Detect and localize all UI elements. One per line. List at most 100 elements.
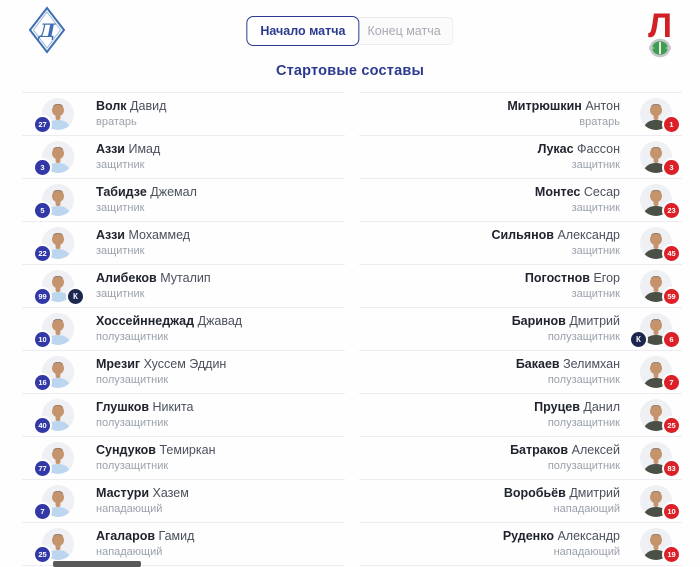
player-position: нападающий [96,503,163,515]
jersey-number-badge: 5 [35,203,50,218]
player-row[interactable]: 23 Монтес Сесар защитник [359,179,682,222]
jersey-number-badge: 83 [664,461,679,476]
player-avatar: 19 [640,528,679,562]
player-row[interactable]: 25 Пруцев Данил полузащитник [359,394,682,437]
player-position: защитник [571,159,620,171]
player-row[interactable]: 1 Митрюшкин Антон вратарь [359,93,682,136]
player-row[interactable]: 59 Погостнов Егор защитник [359,265,682,308]
captain-badge: К [68,289,83,304]
jersey-number-badge: 1 [664,117,679,132]
lineups: 27 Волк Давид вратарь 3 Аззи Имад защитн… [22,92,682,566]
jersey-number-badge: 23 [664,203,679,218]
player-row[interactable]: 45 Сильянов Александр защитник [359,222,682,265]
player-row[interactable]: 25 Агаларов Гамид нападающий [22,523,345,566]
dynamo-logo: Д [28,6,66,59]
player-photo-icon [42,442,74,474]
match-phase-tabs: Начало матча Конец матча [246,16,454,46]
player-avatar: 22 [35,227,74,261]
player-position: защитник [96,245,145,257]
player-avatar: 45 [640,227,679,261]
player-row[interactable]: 27 Волк Давид вратарь [22,93,345,136]
jersey-number-badge: 40 [35,418,50,433]
player-avatar: 25 [35,528,74,562]
player-name: Сильянов Александр [491,228,620,242]
player-name: Батраков Алексей [510,443,620,457]
player-name: Баринов Дмитрий [511,314,620,328]
player-row[interactable]: 16 Мрезиг Хуссем Эддин полузащитник [22,351,345,394]
player-name: Мастури Хазем [96,486,189,500]
player-photo-icon [42,313,74,345]
player-avatar: 3 [35,141,74,175]
player-row[interactable]: 3 Лукас Фассон защитник [359,136,682,179]
lokomotiv-logo: Л [642,6,678,63]
player-row[interactable]: 77 Сундуков Темиркан полузащитник [22,437,345,480]
player-position: полузащитник [547,417,620,429]
jersey-number-badge: 10 [35,332,50,347]
player-photo-icon [42,184,74,216]
player-name: Мрезиг Хуссем Эддин [96,357,227,371]
player-row[interactable]: 3 Аззи Имад защитник [22,136,345,179]
player-position: защитник [571,245,620,257]
tab-match-start[interactable]: Начало матча [246,16,360,46]
player-avatar: 5 [35,184,74,218]
player-photo-icon [42,356,74,388]
player-photo-icon [42,399,74,431]
page-title: Стартовые составы [275,63,425,79]
player-position: полузащитник [547,374,620,386]
player-row[interactable]: 83 Батраков Алексей полузащитник [359,437,682,480]
player-row[interactable]: 19 Руденко Александр нападающий [359,523,682,566]
jersey-number-badge: 6 [664,332,679,347]
player-position: полузащитник [96,374,169,386]
player-avatar: 1 [640,98,679,132]
player-position: вратарь [579,116,620,128]
jersey-number-badge: 7 [664,375,679,390]
player-name: Руденко Александр [502,529,620,543]
player-avatar: 23 [640,184,679,218]
player-position: полузащитник [96,460,169,472]
jersey-number-badge: 16 [35,375,50,390]
player-position: полузащитник [547,460,620,472]
player-row[interactable]: 10 Воробьёв Дмитрий нападающий [359,480,682,523]
player-row[interactable]: 7 Бакаев Зелимхан полузащитник [359,351,682,394]
player-row[interactable]: 5 Табидзе Джемал защитник [22,179,345,222]
player-position: вратарь [96,116,137,128]
player-avatar: 6 К [631,313,679,347]
player-position: защитник [96,159,145,171]
player-name: Глушков Никита [96,400,194,414]
player-row[interactable]: 99 К Алибеков Муталип защитник [22,265,345,308]
player-row[interactable]: 22 Аззи Мохаммед защитник [22,222,345,265]
player-position: защитник [571,288,620,300]
jersey-number-badge: 22 [35,246,50,261]
player-name: Аззи Мохаммед [96,228,191,242]
player-name: Сундуков Темиркан [96,443,216,457]
player-row[interactable]: 10 Хоссейннеджад Джавад полузащитник [22,308,345,351]
player-avatar: 7 [640,356,679,390]
player-position: защитник [571,202,620,214]
player-row[interactable]: 40 Глушков Никита полузащитник [22,394,345,437]
player-avatar: 16 [35,356,74,390]
player-avatar: 99 К [35,270,83,304]
player-position: нападающий [553,503,620,515]
player-avatar: 10 [640,485,679,519]
player-position: нападающий [96,546,163,558]
player-photo-icon [42,485,74,517]
player-avatar: 40 [35,399,74,433]
player-avatar: 25 [640,399,679,433]
player-name: Агаларов Гамид [96,529,195,543]
jersey-number-badge: 19 [664,547,679,562]
lokomotiv-letter: Л [648,7,672,45]
player-photo-icon [42,270,74,302]
player-position: защитник [96,288,145,300]
jersey-number-badge: 25 [664,418,679,433]
tab-match-end[interactable]: Конец матча [355,17,454,45]
jersey-number-badge: 45 [664,246,679,261]
player-name: Воробьёв Дмитрий [503,486,620,500]
player-row[interactable]: 7 Мастури Хазем нападающий [22,480,345,523]
player-name: Митрюшкин Антон [507,99,620,113]
dynamo-diamond-icon: Д [28,6,66,54]
dynamo-letter: Д [38,20,57,42]
player-photo-icon [42,227,74,259]
player-row[interactable]: 6 К Баринов Дмитрий полузащитник [359,308,682,351]
bottom-progress-bar [53,561,141,567]
player-position: полузащитник [96,331,169,343]
